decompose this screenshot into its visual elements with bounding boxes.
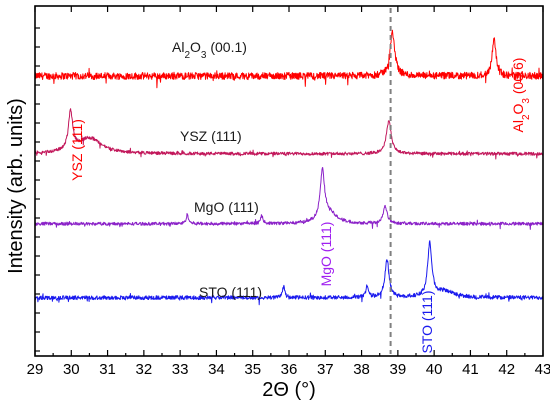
- x-tick-label-42: 42: [498, 361, 515, 378]
- x-tick-label-32: 32: [136, 361, 153, 378]
- series-line-3: [34, 240, 544, 306]
- x-tick-label-33: 33: [172, 361, 189, 378]
- x-tick-label-39: 39: [390, 361, 407, 378]
- x-tick-label-29: 29: [27, 361, 44, 378]
- series-line-2: [34, 167, 544, 230]
- x-tick-label-41: 41: [462, 361, 479, 378]
- x-tick-label-37: 37: [317, 361, 334, 378]
- traces-group: [34, 29, 544, 306]
- y-axis-title: Intensity (arb. units): [5, 98, 27, 274]
- x-tick-label-30: 30: [63, 361, 80, 378]
- x-tick-label-40: 40: [426, 361, 443, 378]
- peak-label-sto-111: STO (111): [419, 290, 435, 353]
- x-tick-label-43: 43: [535, 361, 550, 378]
- series-line-0: [34, 29, 544, 89]
- series-label-sto: STO (111): [199, 284, 262, 300]
- series-line-1: [34, 108, 544, 160]
- x-tick-label-38: 38: [353, 361, 370, 378]
- x-tick-label-34: 34: [208, 361, 225, 378]
- x-tick-labels-group: 29 30 31 32 33 34 35 36 37 38 39 40 41 42 43: [27, 361, 550, 378]
- x-axis-title: 2Θ (°): [262, 379, 316, 401]
- series-label-mgo: MgO (111): [194, 199, 259, 215]
- x-tick-label-36: 36: [281, 361, 298, 378]
- x-tick-label-31: 31: [99, 361, 116, 378]
- peak-label-al2o3-006: Al2O3 (00.6): [510, 58, 532, 133]
- peak-label-mgo-111: MgO (111): [318, 222, 334, 287]
- series-label-ysz: YSZ (111): [180, 128, 242, 144]
- series-label-al2o3: Al2O3 (00.1): [172, 39, 247, 61]
- x-ticks-group: [34, 6, 544, 356]
- peak-label-ysz-111: YSZ (111): [69, 119, 85, 181]
- x-tick-label-35: 35: [244, 361, 261, 378]
